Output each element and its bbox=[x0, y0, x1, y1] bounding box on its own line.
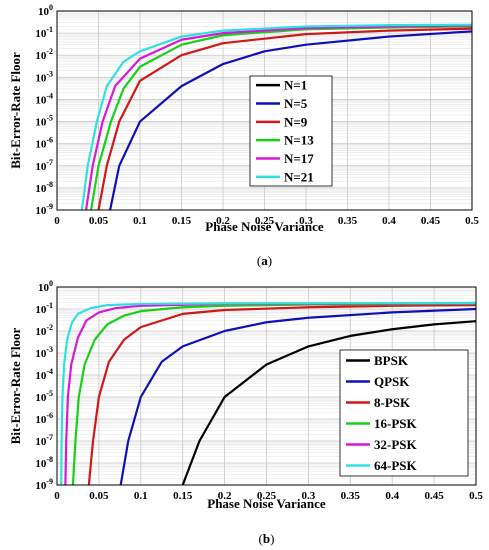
y-tick-label: 10-5 bbox=[35, 114, 53, 129]
series-group bbox=[60, 301, 476, 485]
legend-label: N=17 bbox=[284, 151, 314, 166]
legend: BPSK QPSK 8-PSK 16-PSK 32-PSK 64-PSK bbox=[339, 349, 469, 477]
legend-box bbox=[339, 349, 469, 477]
x-tick-label: 0.3 bbox=[302, 490, 316, 502]
x-tick-label: 0.3 bbox=[299, 215, 313, 227]
x-tick-label: 0.2 bbox=[216, 215, 230, 227]
series-line-64-psk bbox=[60, 301, 476, 485]
x-axis-label: Phase Noise Variance bbox=[205, 219, 324, 234]
series-line-8-psk bbox=[87, 304, 476, 485]
y-tick-label: 10-2 bbox=[35, 47, 53, 62]
panel-caption: (b) bbox=[259, 531, 275, 546]
x-tick-label: 0.45 bbox=[421, 215, 441, 227]
x-tick-label: 0.15 bbox=[173, 490, 193, 502]
legend-label: N=13 bbox=[284, 133, 314, 148]
x-tick-label: 0.05 bbox=[89, 215, 109, 227]
legend-label: N=1 bbox=[284, 78, 307, 93]
legend-label: QPSK bbox=[374, 374, 410, 389]
y-tick-label: 10-3 bbox=[35, 69, 53, 84]
y-tick-label: 10-4 bbox=[35, 367, 53, 382]
series-line-n=21 bbox=[80, 23, 472, 210]
y-tick-label: 10-6 bbox=[35, 411, 53, 426]
x-tick-label: 0.35 bbox=[338, 215, 358, 227]
legend-label: BPSK bbox=[374, 353, 409, 368]
y-tick-label: 10-7 bbox=[35, 158, 53, 173]
y-tick-label: 10-8 bbox=[35, 180, 53, 195]
y-tick-label: 10-3 bbox=[35, 345, 53, 360]
legend: N=1 N=5 N=9 N=13 N=17 N=21 bbox=[249, 75, 333, 187]
legend-label: 32-PSK bbox=[374, 437, 418, 452]
x-tick-label: 0.35 bbox=[341, 490, 361, 502]
y-tick-label: 10-2 bbox=[35, 323, 53, 338]
y-tick-label: 10-1 bbox=[35, 301, 53, 316]
axes-frame bbox=[56, 10, 473, 211]
y-tick-label: 100 bbox=[38, 3, 53, 18]
series-line-n=13 bbox=[89, 25, 472, 210]
x-axis-label: Phase Noise Variance bbox=[207, 496, 326, 511]
series-line-32-psk bbox=[64, 302, 476, 485]
legend-box bbox=[249, 75, 333, 187]
y-tick-label: 10-9 bbox=[35, 477, 53, 492]
x-tick-label: 0.05 bbox=[89, 490, 109, 502]
x-tick-label: 0.4 bbox=[385, 490, 399, 502]
x-tick-label: 0 bbox=[54, 490, 60, 502]
x-tick-label: 0.2 bbox=[218, 490, 232, 502]
chart-panel-2: 0 0.05 0.1 0.15 0.2 0.25 0.3 0.35 0.4 0.45 0.5 10-9… bbox=[8, 279, 483, 546]
y-tick-label: 10-6 bbox=[35, 136, 53, 151]
series-line-n=17 bbox=[84, 24, 472, 210]
legend-label: N=9 bbox=[284, 114, 308, 129]
y-tick-label: 10-8 bbox=[35, 455, 53, 470]
y-tick-label: 100 bbox=[38, 279, 53, 294]
x-tick-label: 0.15 bbox=[172, 215, 192, 227]
legend-label: N=5 bbox=[284, 96, 308, 111]
y-tick-label: 10-9 bbox=[35, 202, 53, 217]
panel-caption: (a) bbox=[257, 253, 272, 268]
x-tick-label: 0.25 bbox=[257, 490, 277, 502]
x-tick-label: 0.25 bbox=[255, 215, 275, 227]
series-group bbox=[80, 23, 472, 210]
y-tick-label: 10-4 bbox=[35, 91, 53, 106]
y-axis-label: Bit-Error-Rate Floor bbox=[8, 52, 23, 169]
series-line-n=9 bbox=[97, 27, 472, 210]
x-tick-label: 0 bbox=[54, 215, 60, 227]
y-tick-label: 10-5 bbox=[35, 389, 53, 404]
series-line-n=5 bbox=[109, 30, 472, 210]
x-tick-label: 0.4 bbox=[382, 215, 396, 227]
series-line-qpsk bbox=[119, 307, 476, 485]
legend-label: N=21 bbox=[284, 169, 314, 184]
x-tick-label: 0.1 bbox=[134, 490, 148, 502]
legend-label: 16-PSK bbox=[374, 416, 418, 431]
x-tick-label: 0.5 bbox=[469, 490, 483, 502]
x-tick-label: 0.45 bbox=[424, 490, 444, 502]
series-line-bpsk bbox=[181, 320, 476, 485]
series-line-16-psk bbox=[71, 302, 476, 485]
axes-frame bbox=[56, 286, 477, 486]
y-axis-label: Bit-Error-Rate Floor bbox=[8, 327, 23, 444]
x-tick-label: 0.1 bbox=[133, 215, 147, 227]
x-tick-label: 0.5 bbox=[465, 215, 479, 227]
legend-label: 8-PSK bbox=[374, 395, 411, 410]
chart-panel-1: 0 0.05 0.1 0.15 0.2 0.25 0.3 0.35 0.4 0.45 0.5 10-9… bbox=[8, 3, 479, 268]
y-tick-label: 10-1 bbox=[35, 25, 53, 40]
legend-label: 64-PSK bbox=[374, 458, 418, 473]
y-tick-label: 10-7 bbox=[35, 433, 53, 448]
